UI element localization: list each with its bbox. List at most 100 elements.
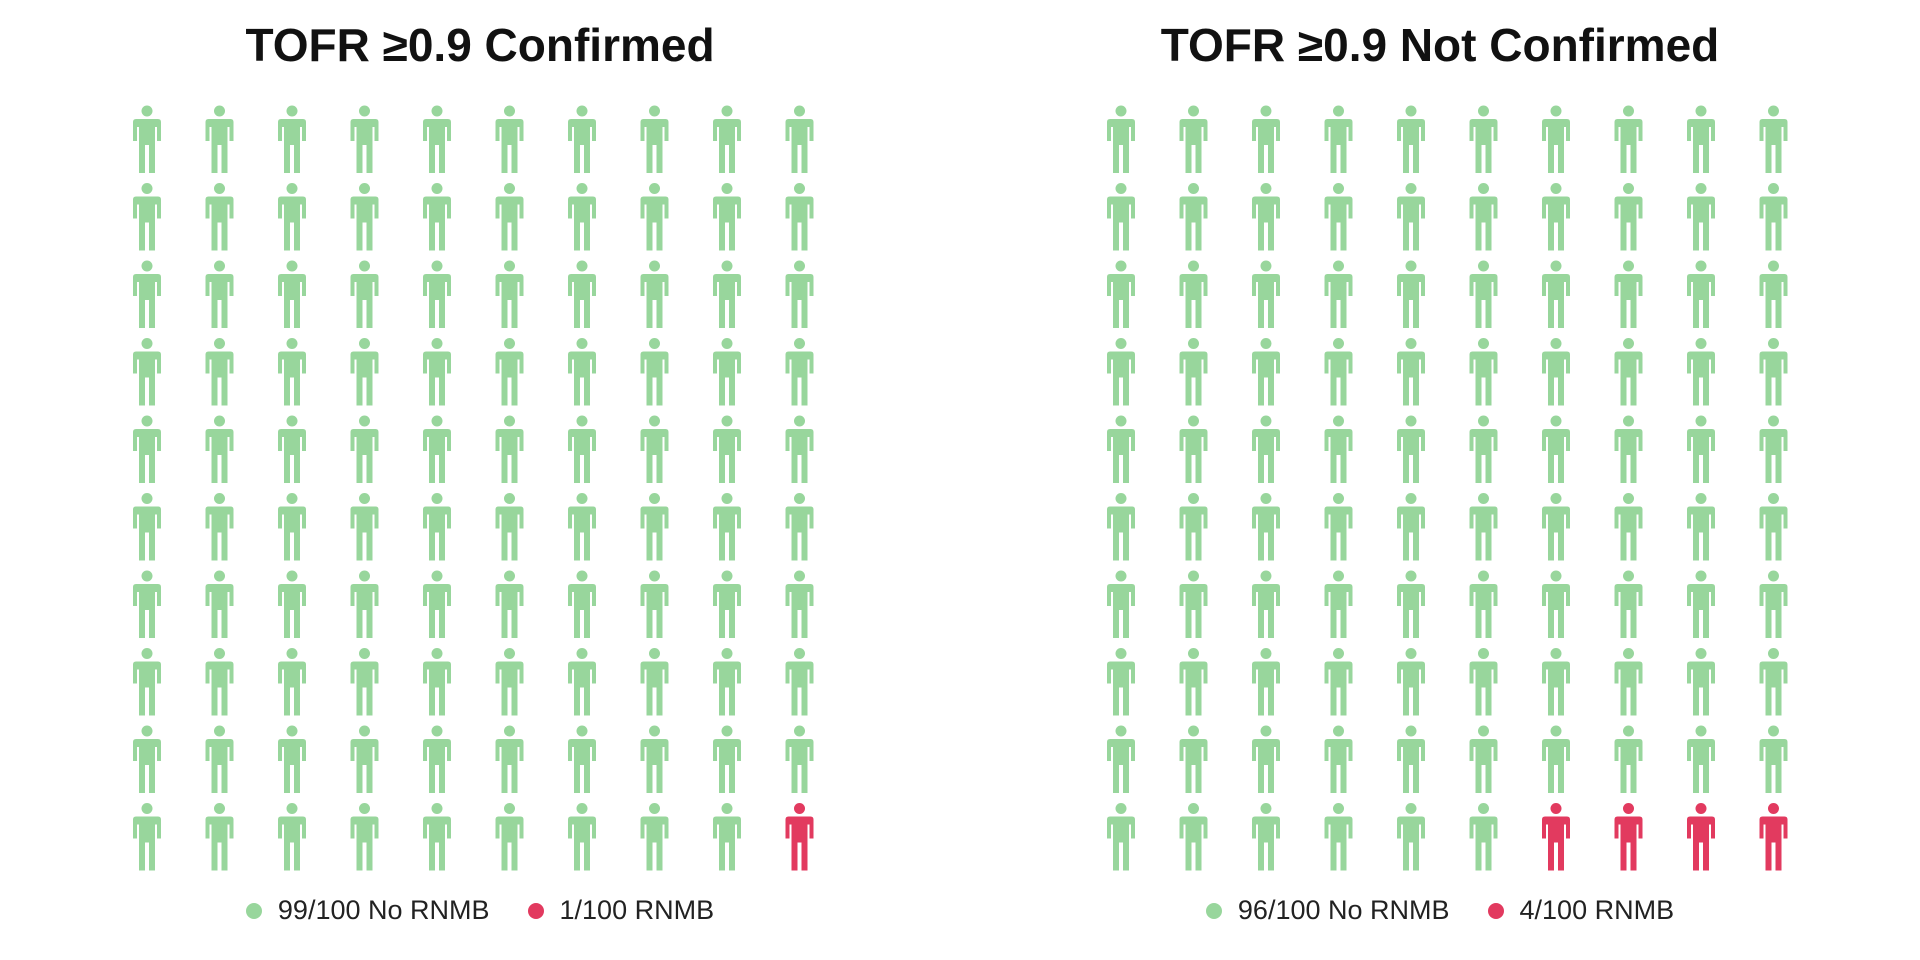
person-icon [1397, 570, 1425, 638]
person-icon [423, 183, 451, 251]
person-icon [278, 570, 306, 638]
person-icon [1542, 338, 1570, 406]
person-icon [350, 183, 379, 251]
person-icon [785, 570, 814, 638]
person-icon [1324, 648, 1353, 716]
person-icon [133, 648, 161, 716]
person-icon [278, 493, 306, 561]
person-icon [1252, 725, 1280, 793]
person-icon [1324, 570, 1353, 638]
legend-marker [1487, 902, 1504, 919]
person-icon [568, 415, 596, 483]
person-icon [713, 725, 741, 793]
person-icon [1469, 183, 1498, 251]
person-icon [133, 260, 161, 328]
person-icon [568, 648, 596, 716]
person-icon [713, 105, 741, 173]
person-icon [1107, 570, 1135, 638]
person-icon [423, 105, 451, 173]
person-icon [133, 105, 161, 173]
person-icon [1542, 570, 1570, 638]
person-icon [1614, 338, 1643, 406]
person-icon [350, 648, 379, 716]
chart-title: TOFR ≥0.9 Not Confirmed [1160, 19, 1720, 71]
person-icon [640, 183, 669, 251]
person-icon [568, 105, 596, 173]
person-icon [640, 725, 669, 793]
person-icon [785, 183, 814, 251]
person-icon [1397, 260, 1425, 328]
person-icon [423, 725, 451, 793]
person-icon [568, 725, 596, 793]
person-icon [350, 803, 379, 871]
person-icon [1179, 570, 1208, 638]
person-icon [713, 415, 741, 483]
person-icon [1252, 415, 1280, 483]
person-icon [1179, 493, 1208, 561]
pictogram-grid [133, 105, 814, 871]
person-icon [205, 648, 234, 716]
person-icon [1614, 493, 1643, 561]
person-icon [350, 338, 379, 406]
person-icon [785, 493, 814, 561]
person-icon [1179, 725, 1208, 793]
person-icon [1179, 338, 1208, 406]
person-icon [713, 338, 741, 406]
person-icon [1687, 183, 1715, 251]
person-icon [423, 493, 451, 561]
person-icon [1179, 803, 1208, 871]
person-icon [495, 570, 524, 638]
person-icon [1107, 105, 1135, 173]
person-icon [205, 570, 234, 638]
person-icon [1252, 648, 1280, 716]
person-icon [640, 105, 669, 173]
person-icon [1614, 260, 1643, 328]
person-icon [1759, 183, 1788, 251]
person-icon [568, 493, 596, 561]
person-icon [278, 105, 306, 173]
person-icon [1107, 803, 1135, 871]
person-icon [1324, 803, 1353, 871]
person-icon [350, 725, 379, 793]
person-icon [785, 803, 814, 871]
person-icon [1687, 725, 1715, 793]
person-icon [423, 415, 451, 483]
person-icon [1107, 415, 1135, 483]
person-icon [1687, 260, 1715, 328]
person-icon [1107, 260, 1135, 328]
person-icon [205, 803, 234, 871]
person-icon [785, 105, 814, 173]
legend-marker [1205, 902, 1222, 919]
person-icon [1107, 648, 1135, 716]
person-icon [1614, 570, 1643, 638]
person-icon [495, 415, 524, 483]
legend: 99/100 No RNMB 1/100 RNMB [0, 895, 960, 926]
legend-label: 99/100 No RNMB [277, 895, 490, 925]
person-icon [1107, 493, 1135, 561]
person-icon [1614, 803, 1643, 871]
person-icon [1397, 648, 1425, 716]
person-icon [133, 803, 161, 871]
person-icon [568, 260, 596, 328]
person-icon [1252, 803, 1280, 871]
person-icon [423, 570, 451, 638]
panel-confirmed: TOFR ≥0.9 Confirmed 99/100 No RNMB 1/100… [0, 19, 960, 926]
person-icon [133, 183, 161, 251]
person-icon [713, 183, 741, 251]
legend-item-no-rnmb: 99/100 No RNMB [245, 895, 490, 926]
person-icon [785, 260, 814, 328]
person-icon [1324, 105, 1353, 173]
person-icon [1687, 415, 1715, 483]
person-icon [568, 338, 596, 406]
person-icon [1542, 415, 1570, 483]
person-icon [1252, 260, 1280, 328]
person-icon [133, 725, 161, 793]
person-icon [1179, 183, 1208, 251]
person-icon [1469, 105, 1498, 173]
person-icon [1759, 415, 1788, 483]
person-icon [278, 338, 306, 406]
person-icon [1542, 648, 1570, 716]
person-icon [1397, 415, 1425, 483]
person-icon [1614, 725, 1643, 793]
